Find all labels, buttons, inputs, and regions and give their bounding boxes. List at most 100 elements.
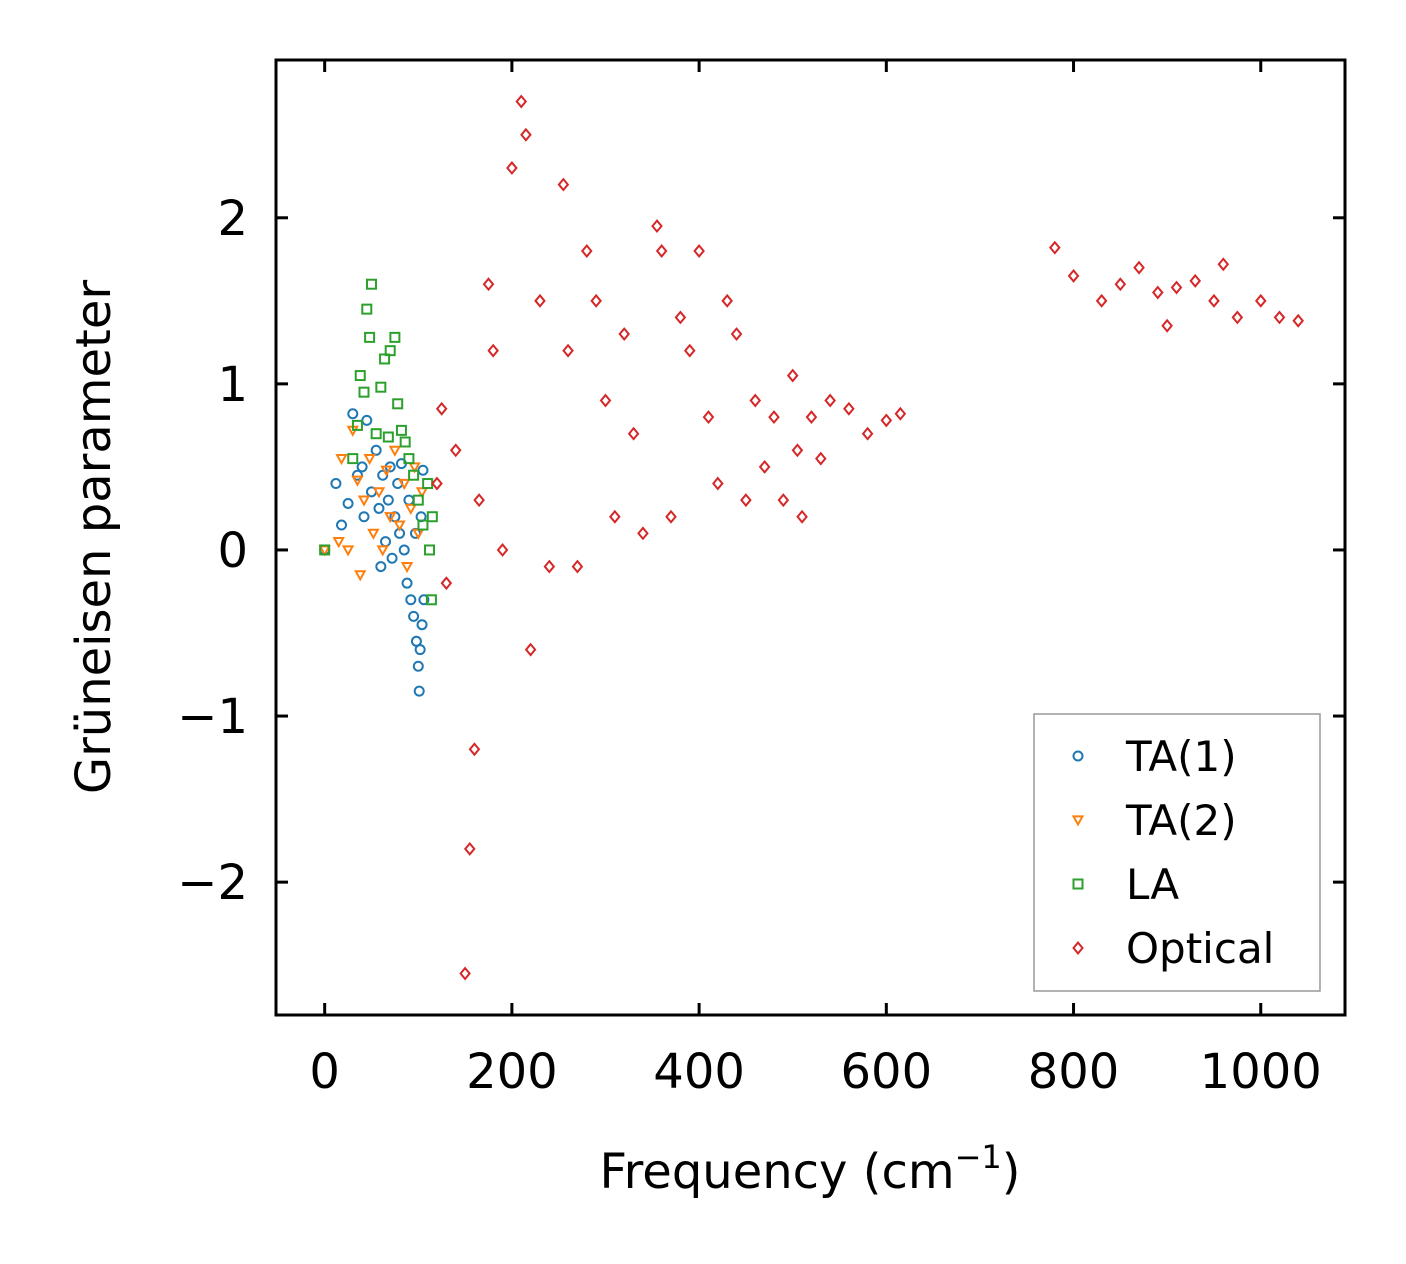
data-point [370,444,382,456]
data-point [894,406,907,421]
data-point [336,519,348,531]
data-point [354,570,367,582]
data-point [414,644,426,656]
data-point [524,642,537,657]
series-optical [431,94,1304,981]
x-axis-label-main: Frequency (cm [599,1144,954,1200]
data-point [463,841,476,856]
data-point [1151,285,1164,300]
x-tick-label: 600 [841,1044,933,1100]
data-point [356,461,368,473]
series-ta-2 [318,425,429,582]
data-point [335,454,348,466]
data-point [435,401,448,416]
data-point [1292,313,1304,328]
data-point [398,544,410,556]
y-tick-label: 1 [217,357,248,413]
data-point [609,509,621,524]
data-point [375,381,387,393]
series-la [319,278,438,606]
y-tick-label: 2 [217,191,248,247]
legend-label: TA(1) [1125,732,1237,781]
legend-label: Optical [1126,924,1274,973]
data-point [351,469,363,481]
data-point [655,244,668,258]
data-point [590,293,602,308]
data-point [417,519,429,531]
data-point [515,94,528,109]
data-point [386,552,398,564]
x-axis-label-sup: −1 [955,1138,1002,1176]
data-point [1208,293,1220,308]
data-point [384,345,396,357]
data-point [367,528,380,540]
data-point [382,431,394,443]
data-point [843,401,855,416]
x-tick-label: 1000 [1200,1044,1322,1100]
data-point [791,443,804,458]
data-point [712,476,724,491]
data-point [449,443,462,458]
data-point [1231,310,1244,325]
data-point [361,414,373,426]
data-point [487,343,499,358]
data-point [599,393,612,408]
data-point [805,410,818,425]
y-axis-label: Grüneisen parameter [66,280,122,795]
data-point [392,398,404,410]
data-point [814,451,827,466]
legend-marker [1072,750,1084,762]
data-point [351,475,364,487]
data-point [400,561,414,574]
data-point [674,310,687,325]
data-point [358,511,370,523]
data-point [758,459,771,474]
data-point [730,327,743,342]
legend-frame [1033,713,1321,992]
data-point [637,526,649,541]
data-point [393,520,406,532]
data-point [749,393,762,408]
legend-label: TA(2) [1125,796,1237,845]
data-point [403,453,415,465]
data-point [372,487,386,499]
data-point [357,495,371,507]
data-point [415,487,429,499]
data-point [364,331,376,343]
legend-label: LA [1126,860,1179,909]
data-point [580,244,593,258]
data-point [342,497,354,509]
data-point [401,577,413,589]
x-tick-label: 800 [1028,1044,1120,1100]
data-point [440,576,453,591]
data-point [384,512,397,524]
data-point [473,493,485,508]
legend-marker [1072,941,1084,955]
axis-ticks: 0 200 400 600 800 1000 −2 −1 0 1 2 [177,60,1345,1100]
data-point [571,559,584,574]
data-point [379,353,391,365]
data-point [375,561,387,573]
data-point [1161,318,1173,333]
data-point [422,478,434,490]
x-tick-label: 0 [309,1044,340,1100]
data-point [665,509,677,524]
data-point [408,610,420,622]
data-point [1254,293,1267,308]
x-tick-label: 200 [466,1044,558,1100]
data-point [380,536,392,548]
data-point [412,494,424,506]
plot-area-frame [274,58,1347,1017]
data-point [408,462,421,474]
data-point [1049,240,1061,255]
x-axis-label-close: ) [1002,1144,1021,1200]
data-point [412,660,424,672]
data-point [347,408,359,420]
data-point [777,493,790,508]
data-point [404,503,417,515]
data-point [1217,257,1230,272]
data-point [354,370,366,382]
data-point [651,219,663,234]
data-point [496,542,509,557]
